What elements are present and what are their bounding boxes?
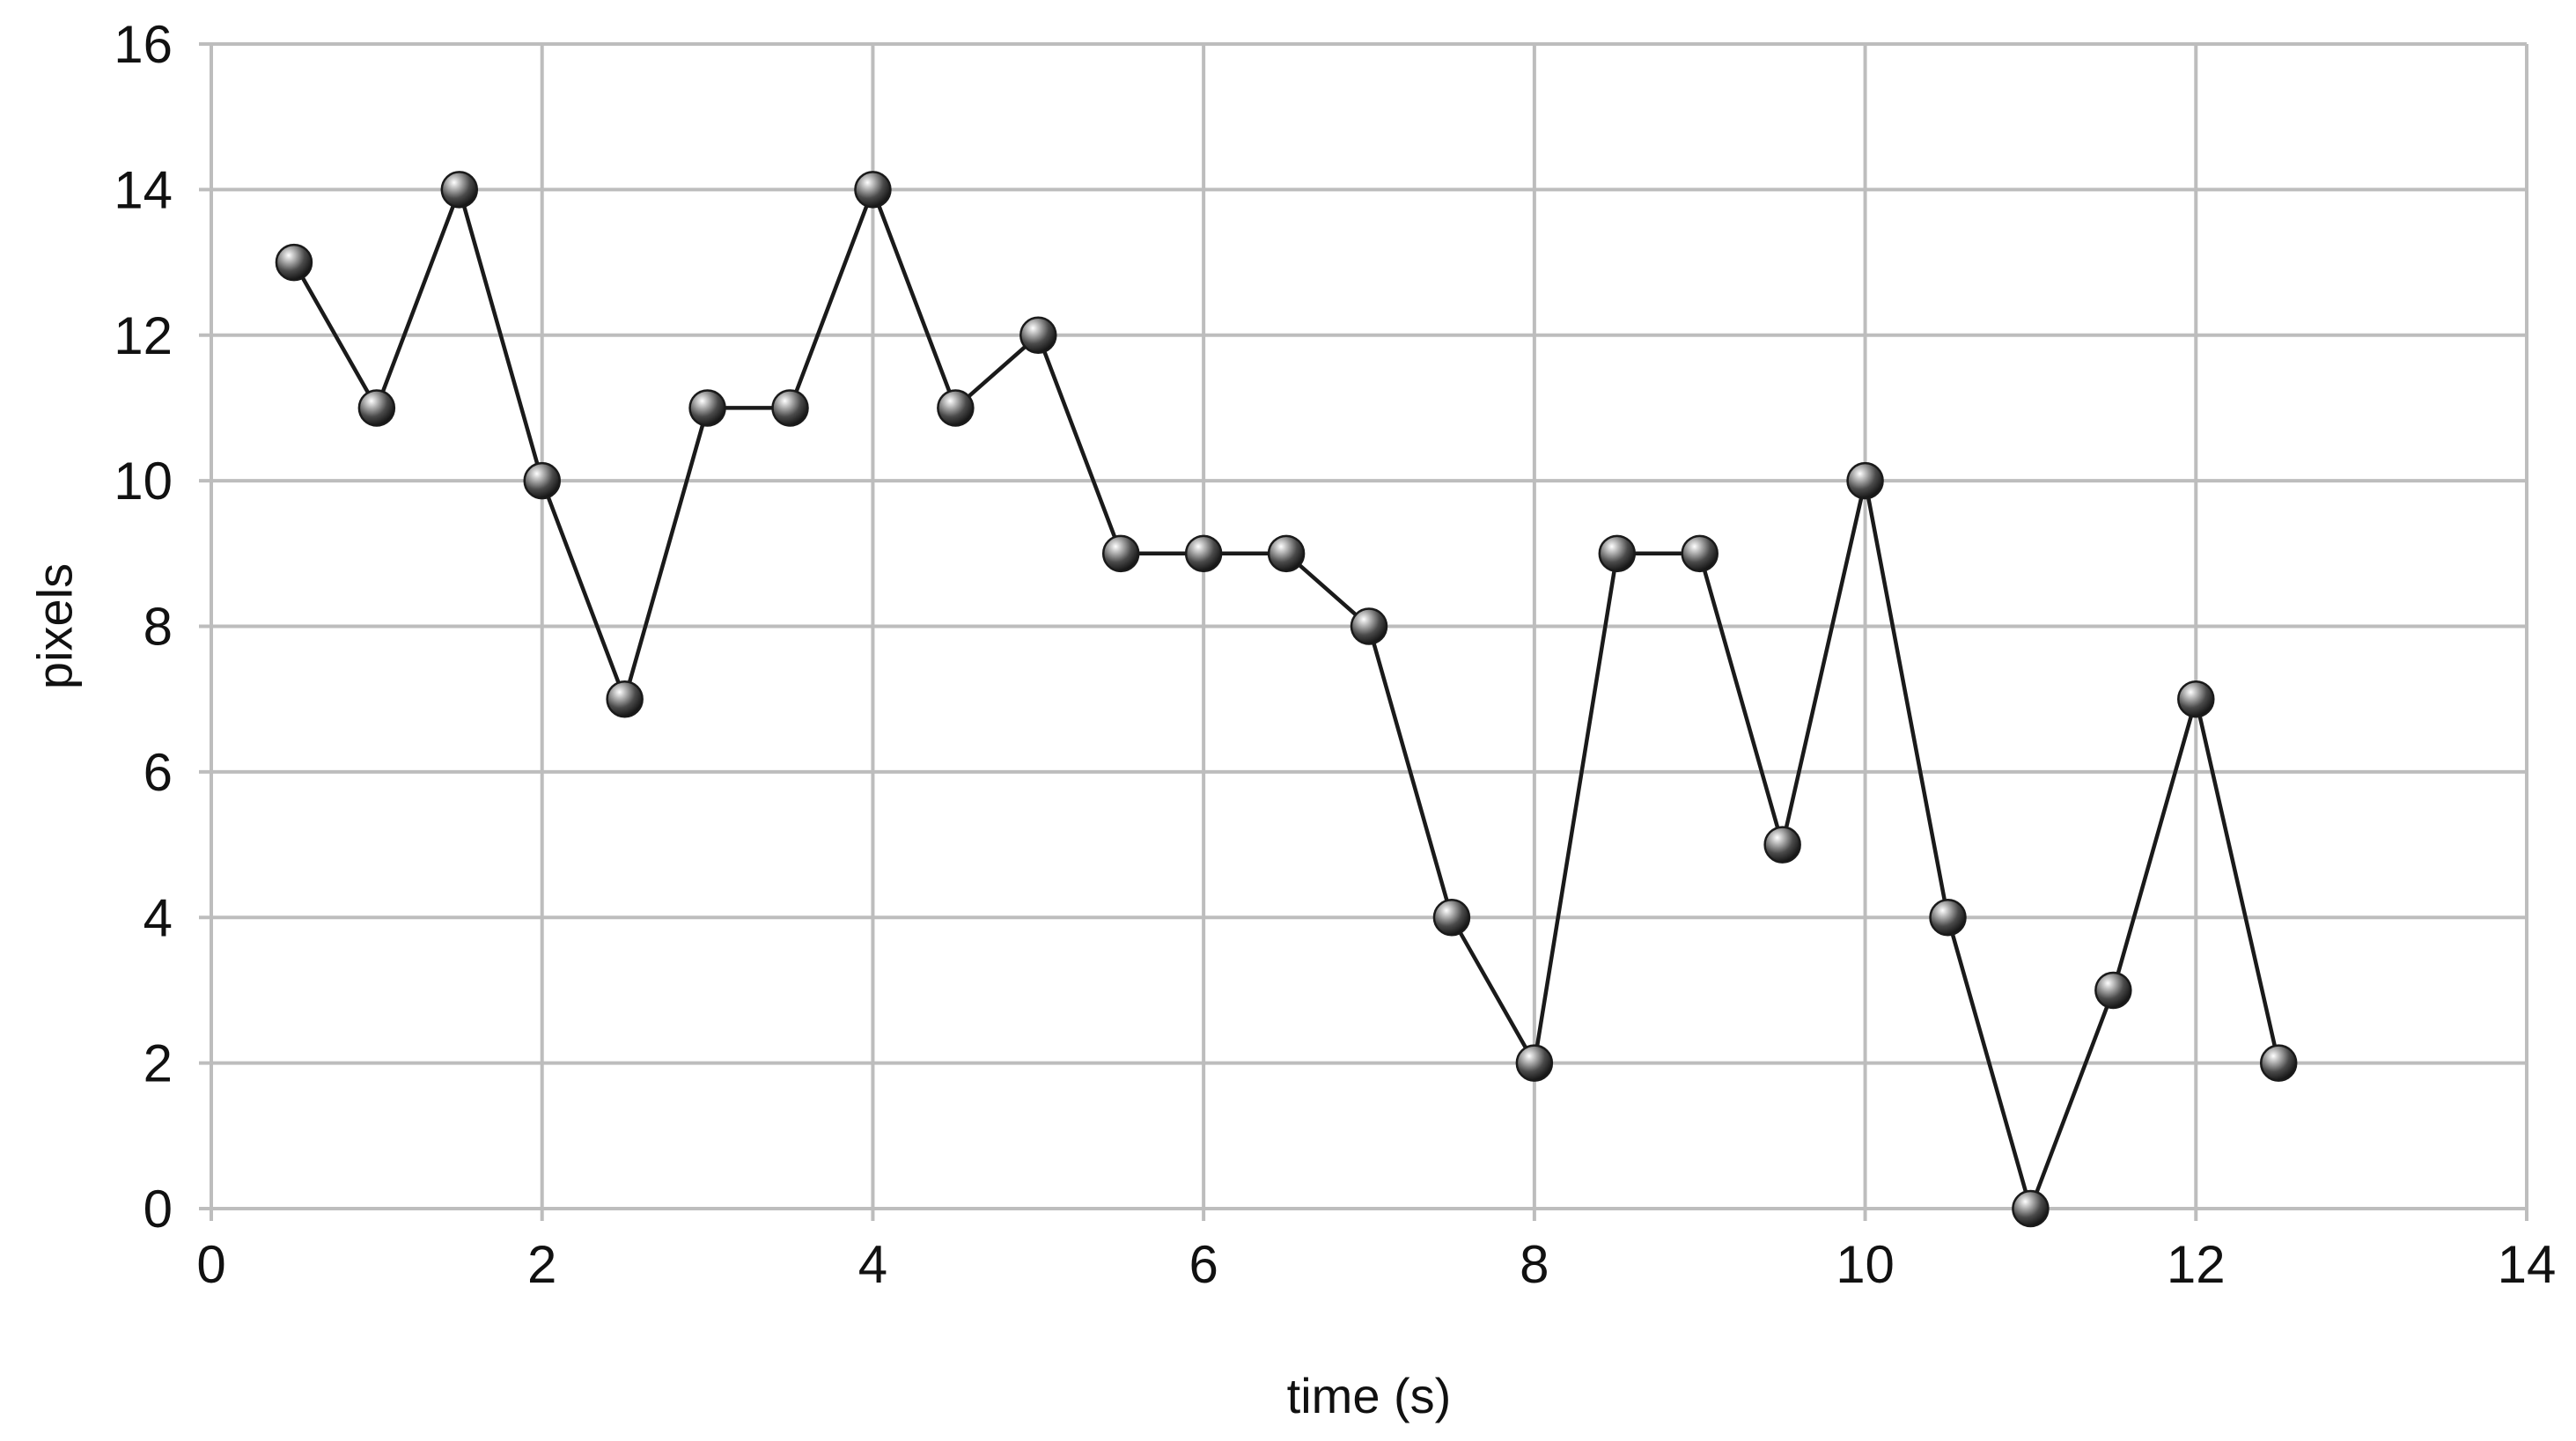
x-tick-label: 12	[2167, 1235, 2226, 1294]
data-point	[1598, 534, 1637, 573]
data-point	[1681, 534, 1719, 573]
data-point	[1267, 534, 1306, 573]
y-axis-title: pixels	[27, 563, 83, 689]
y-tick-label: 0	[144, 1180, 173, 1239]
y-tick-label: 16	[114, 15, 173, 74]
data-point	[1846, 461, 1884, 500]
data-point	[937, 389, 975, 427]
series	[291, 183, 2281, 1216]
data-point	[275, 243, 313, 282]
data-point	[1929, 899, 1967, 937]
y-tick-label: 8	[144, 598, 173, 657]
data-point	[1763, 826, 1801, 864]
data-point	[1432, 899, 1471, 937]
data-point	[2259, 1044, 2298, 1082]
x-tick-label: 2	[527, 1235, 556, 1294]
y-tick-label: 4	[144, 888, 173, 947]
x-tick-label: 0	[196, 1235, 225, 1294]
series-line	[291, 183, 2281, 1216]
y-tick-label: 6	[144, 743, 173, 802]
x-tick-label: 6	[1189, 1235, 1218, 1294]
x-tick-label: 14	[2498, 1235, 2557, 1294]
data-point	[771, 389, 809, 427]
x-tick-label: 4	[858, 1235, 887, 1294]
y-tick-label: 14	[114, 160, 173, 219]
data-point	[2094, 971, 2132, 1010]
data-point	[440, 171, 479, 209]
data-point	[357, 389, 396, 427]
data-points	[275, 171, 2298, 1228]
data-point	[606, 680, 644, 718]
data-point	[688, 389, 726, 427]
axis-ticks: 0 2 4 6 8 10 12 14 0 2 4 6 8 10 12 14 16	[114, 15, 2556, 1294]
y-tick-label: 2	[144, 1034, 173, 1093]
data-point	[1515, 1044, 1554, 1082]
data-point	[1184, 534, 1223, 573]
data-point	[1350, 607, 1388, 645]
y-tick-label: 12	[114, 306, 173, 365]
data-point	[854, 171, 892, 209]
x-axis-title: time (s)	[1287, 1368, 1452, 1423]
x-tick-label: 10	[1836, 1235, 1895, 1294]
data-point	[1101, 534, 1140, 573]
data-point	[1019, 316, 1057, 354]
data-point	[2012, 1189, 2050, 1228]
data-point	[2177, 680, 2215, 718]
x-tick-label: 8	[1520, 1235, 1549, 1294]
y-tick-label: 10	[114, 452, 173, 511]
data-point	[523, 461, 561, 500]
